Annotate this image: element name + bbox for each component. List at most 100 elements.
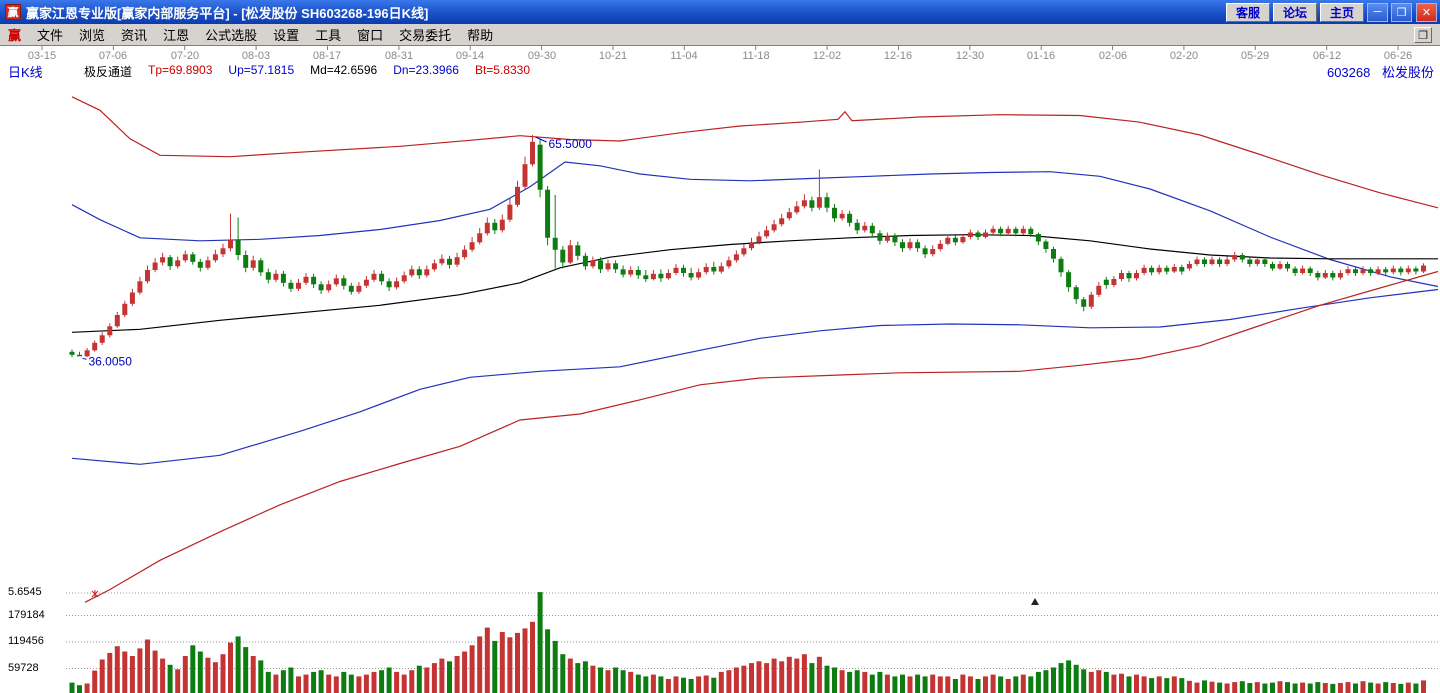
candle-body	[1103, 279, 1109, 285]
volume-bar	[1111, 674, 1117, 693]
candle-body	[1353, 269, 1358, 274]
candle-body	[1285, 264, 1290, 269]
candle-body	[1013, 228, 1019, 234]
price-annotation: 36.0050	[89, 354, 133, 368]
candle-body	[545, 189, 551, 238]
candle-body	[832, 207, 837, 219]
annotation-pointer	[82, 357, 87, 360]
menu-item-file[interactable]: 文件	[37, 28, 64, 43]
volume-bar	[212, 662, 218, 693]
mdi-window-icon[interactable]: ❐	[1414, 26, 1432, 43]
volume-bar	[77, 685, 82, 693]
stock-name: 松发股份	[1381, 65, 1434, 80]
volume-bar	[522, 628, 528, 693]
volume-bar	[69, 682, 75, 693]
candle-body	[1277, 264, 1283, 269]
menu-item-help[interactable]: 帮助	[467, 28, 494, 43]
indicator-value-bt: Bt=5.8330	[474, 63, 530, 77]
date-label: 11-04	[670, 50, 698, 62]
volume-bar	[877, 671, 883, 693]
customer-service-button[interactable]: 客服	[1225, 2, 1270, 22]
channel-line-tp	[71, 96, 1439, 209]
candle-body	[243, 255, 249, 268]
candle-body	[922, 248, 928, 255]
menu-item-news[interactable]: 资讯	[121, 28, 148, 43]
candle-body	[1043, 241, 1049, 249]
candle-body	[1330, 273, 1336, 278]
indicator-value-up: Up=57.1815	[228, 63, 295, 77]
menu-item-settings[interactable]: 设置	[273, 28, 300, 43]
indicator-value-dn: Dn=23.3966	[393, 63, 459, 77]
volume-bar	[575, 663, 581, 693]
volume-bar	[1398, 683, 1404, 693]
volume-bar	[1368, 682, 1374, 693]
candle-body	[643, 275, 649, 280]
date-label: 10-21	[598, 50, 628, 62]
volume-bar	[582, 661, 588, 693]
candle-body	[212, 254, 218, 261]
candle-body	[1186, 264, 1192, 269]
volume-bar	[462, 651, 468, 693]
volume-bar	[1035, 671, 1041, 693]
volume-bar	[205, 657, 211, 693]
volume-bar	[1043, 670, 1049, 693]
menu-item-trade-entrust[interactable]: 交易委托	[399, 28, 452, 43]
volume-bar	[1088, 671, 1094, 693]
volume-bar	[379, 670, 385, 693]
candle-body	[1119, 273, 1124, 279]
date-label: 12-30	[955, 50, 985, 62]
volume-bar	[318, 670, 324, 693]
menu-item-gann[interactable]: 江恩	[163, 28, 190, 43]
volume-bar	[816, 656, 822, 693]
menu-item-browse[interactable]: 浏览	[79, 28, 106, 43]
candle-body	[665, 273, 671, 279]
indicator-name: 极反通道	[84, 65, 133, 79]
kline-chart[interactable]: 65.5000 36.0050	[0, 46, 1440, 693]
candle-body	[197, 261, 203, 268]
volume-bar	[507, 637, 513, 693]
menu-item-tools[interactable]: 工具	[315, 28, 342, 43]
candle-body	[786, 212, 792, 219]
maximize-button[interactable]: ❐	[1391, 2, 1412, 22]
candle-body	[983, 232, 988, 237]
candle-body	[250, 260, 256, 268]
candle-body	[711, 267, 717, 272]
chart-area[interactable]: 65.5000 36.0050 03-15 07-06 07-20 08-03 08-17…	[0, 46, 1440, 693]
volume-bar	[537, 592, 543, 693]
menu-item-formula-stock-picking[interactable]: 公式选股	[205, 28, 258, 43]
volume-bar	[922, 676, 928, 693]
candle-body	[394, 281, 400, 288]
stock-label: 603268 松发股份	[1319, 62, 1434, 81]
candle-body	[356, 285, 362, 292]
home-button[interactable]: 主页	[1319, 2, 1364, 22]
minimize-button[interactable]: ─	[1367, 2, 1388, 22]
candle-body	[756, 236, 762, 243]
candle-body	[741, 248, 747, 255]
annotation-pointer	[535, 136, 547, 143]
volume-bar	[303, 674, 309, 693]
candle-body	[1360, 269, 1366, 274]
volume-bar	[628, 671, 634, 693]
volume-bar	[469, 645, 475, 693]
volume-bar	[401, 674, 407, 693]
candle-body	[484, 222, 490, 234]
volume-bar	[167, 664, 173, 693]
forum-button[interactable]: 论坛	[1272, 2, 1317, 22]
candle-body	[1337, 273, 1343, 278]
candle-body	[620, 269, 626, 275]
candle-body	[386, 281, 392, 288]
volume-bar	[288, 667, 294, 693]
candle-body	[175, 260, 181, 267]
candle-body	[107, 326, 113, 336]
candle-body	[590, 260, 596, 267]
candle-body	[1315, 273, 1321, 278]
volume-bar	[1156, 676, 1162, 693]
volume-bar	[1375, 683, 1381, 693]
volume-bar	[545, 629, 551, 693]
volume-bar	[1171, 676, 1177, 693]
menu-item-window[interactable]: 窗口	[357, 28, 384, 43]
close-button[interactable]: ✕	[1416, 2, 1437, 22]
candle-body	[681, 267, 686, 273]
volume-bar	[1194, 682, 1200, 693]
candle-body	[650, 273, 656, 280]
